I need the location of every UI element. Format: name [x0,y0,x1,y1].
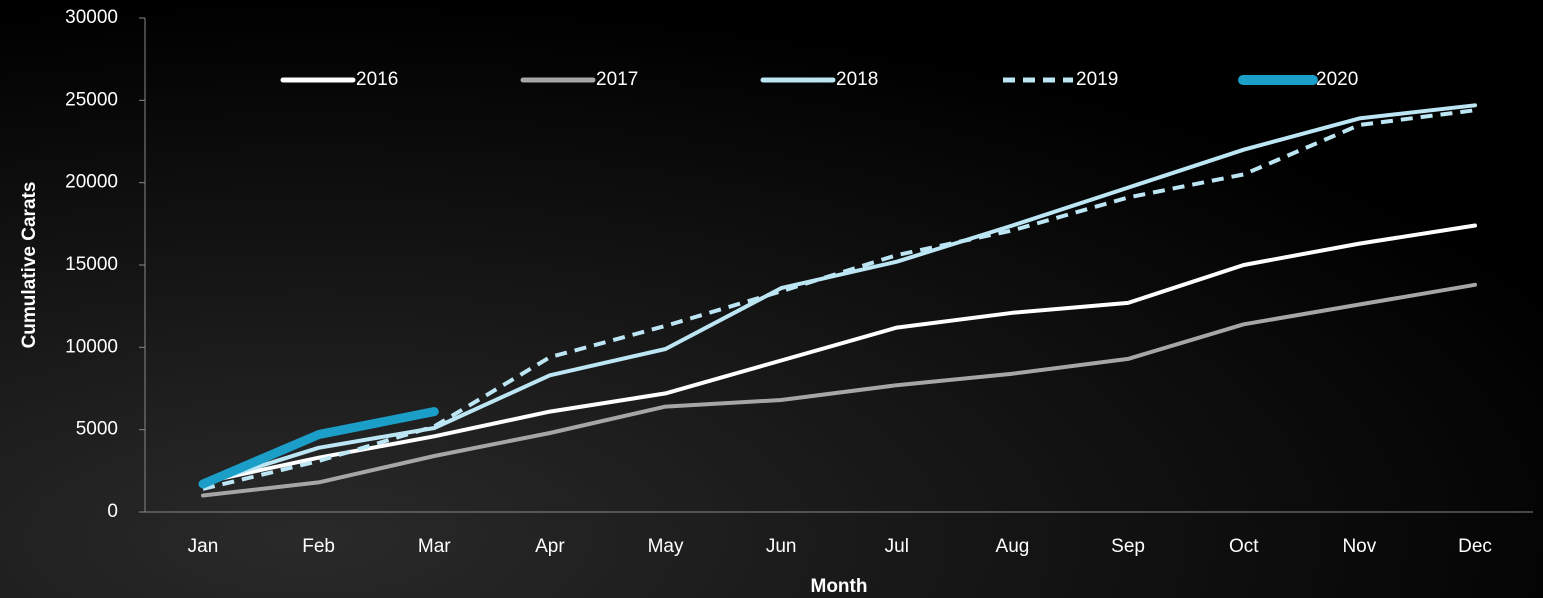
x-tick-label: Jan [188,536,219,557]
series-line [201,103,1477,486]
series-line [201,223,1477,485]
x-tick-label: Mar [418,536,451,557]
legend-label: 2017 [596,69,638,90]
x-tick-label: Sep [1111,536,1145,557]
y-tick-label: 5000 [76,419,118,440]
y-tick-label: 0 [107,501,118,522]
x-tick-label: Jul [885,536,909,557]
x-tick-label: Nov [1342,536,1376,557]
y-tick-label: 30000 [65,7,118,28]
x-tick-label: Jun [766,536,797,557]
x-tick-label: Feb [302,536,335,557]
y-tick-label: 10000 [65,336,118,357]
series-line [201,282,1477,498]
series-line [198,407,439,489]
x-tick-label: Aug [996,536,1030,557]
x-tick-label: May [648,536,684,557]
legend-label: 2020 [1316,69,1358,90]
y-tick-label: 20000 [65,172,118,193]
x-tick-label: Apr [535,536,565,557]
legend-label: 2018 [836,69,878,90]
legend-label: 2016 [356,69,398,90]
y-tick-label: 25000 [65,89,118,110]
legend-label: 2019 [1076,69,1118,90]
x-axis-title: Month [811,576,868,597]
y-tick-label: 15000 [65,254,118,275]
x-tick-label: Dec [1458,536,1492,557]
y-axis-title: Cumulative Carats [19,182,40,349]
x-tick-label: Oct [1229,536,1259,557]
